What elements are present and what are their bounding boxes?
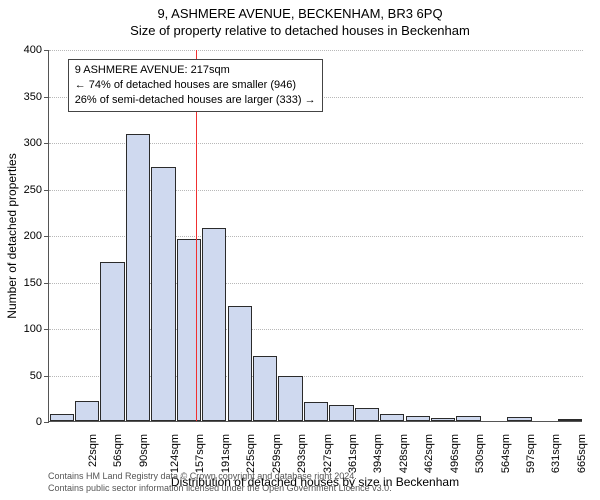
bar xyxy=(100,262,124,421)
x-tick-label: 394sqm xyxy=(373,434,385,473)
bar xyxy=(431,418,455,421)
bar xyxy=(558,419,582,421)
bar xyxy=(507,417,531,421)
bar xyxy=(304,402,328,421)
x-tick-label: 327sqm xyxy=(322,434,334,473)
bar xyxy=(202,228,226,421)
y-tick-mark xyxy=(44,329,49,330)
info-box-line: 26% of semi-detached houses are larger (… xyxy=(75,93,316,108)
x-tick-label: 530sqm xyxy=(474,434,486,473)
y-tick-mark xyxy=(44,422,49,423)
bar xyxy=(50,414,74,421)
footer: Contains HM Land Registry data © Crown c… xyxy=(48,470,392,494)
x-tick-label: 293sqm xyxy=(296,434,308,473)
x-tick-label: 665sqm xyxy=(576,434,588,473)
y-axis-label: Number of detached properties xyxy=(5,153,19,318)
y-tick-mark xyxy=(44,236,49,237)
y-tick-label: 350 xyxy=(12,91,42,103)
y-tick-mark xyxy=(44,283,49,284)
x-tick-label: 564sqm xyxy=(500,434,512,473)
bar xyxy=(380,414,404,421)
plot-area: 05010015020025030035040022sqm56sqm90sqm1… xyxy=(48,50,582,422)
bar xyxy=(329,405,353,421)
bar xyxy=(355,408,379,421)
y-tick-label: 100 xyxy=(12,323,42,335)
bar xyxy=(228,306,252,421)
bar xyxy=(406,416,430,421)
info-box-line: ← 74% of detached houses are smaller (94… xyxy=(75,78,316,93)
y-gridline xyxy=(49,50,583,51)
x-tick-label: 462sqm xyxy=(423,434,435,473)
x-tick-label: 631sqm xyxy=(551,434,563,473)
bar xyxy=(253,356,277,421)
y-tick-label: 50 xyxy=(12,370,42,382)
x-tick-label: 361sqm xyxy=(347,434,359,473)
x-tick-label: 428sqm xyxy=(398,434,410,473)
info-box-line: 9 ASHMERE AVENUE: 217sqm xyxy=(75,63,316,78)
x-tick-label: 496sqm xyxy=(449,434,461,473)
chart: 05010015020025030035040022sqm56sqm90sqm1… xyxy=(48,50,582,422)
x-tick-label: 191sqm xyxy=(220,434,232,473)
footer-line-2: Contains public sector information licen… xyxy=(48,482,392,494)
bar xyxy=(75,401,99,421)
info-box: 9 ASHMERE AVENUE: 217sqm← 74% of detache… xyxy=(68,59,323,112)
bar xyxy=(151,167,175,421)
chart-title-main: 9, ASHMERE AVENUE, BECKENHAM, BR3 6PQ xyxy=(0,0,600,21)
footer-line-1: Contains HM Land Registry data © Crown c… xyxy=(48,470,392,482)
y-tick-mark xyxy=(44,143,49,144)
chart-title-sub: Size of property relative to detached ho… xyxy=(0,21,600,38)
y-tick-label: 300 xyxy=(12,137,42,149)
x-tick-label: 90sqm xyxy=(138,434,150,467)
x-tick-label: 259sqm xyxy=(271,434,283,473)
y-tick-mark xyxy=(44,376,49,377)
x-tick-label: 597sqm xyxy=(525,434,537,473)
x-tick-label: 124sqm xyxy=(169,434,181,473)
y-tick-mark xyxy=(44,190,49,191)
bar xyxy=(126,134,150,421)
x-tick-label: 157sqm xyxy=(195,434,207,473)
x-tick-label: 56sqm xyxy=(112,434,124,467)
y-tick-mark xyxy=(44,97,49,98)
bar xyxy=(278,376,302,421)
x-tick-label: 22sqm xyxy=(87,434,99,467)
y-tick-label: 400 xyxy=(12,44,42,56)
y-tick-mark xyxy=(44,50,49,51)
bar xyxy=(456,416,480,421)
y-tick-label: 0 xyxy=(12,416,42,428)
bar xyxy=(177,239,201,421)
x-tick-label: 225sqm xyxy=(245,434,257,473)
